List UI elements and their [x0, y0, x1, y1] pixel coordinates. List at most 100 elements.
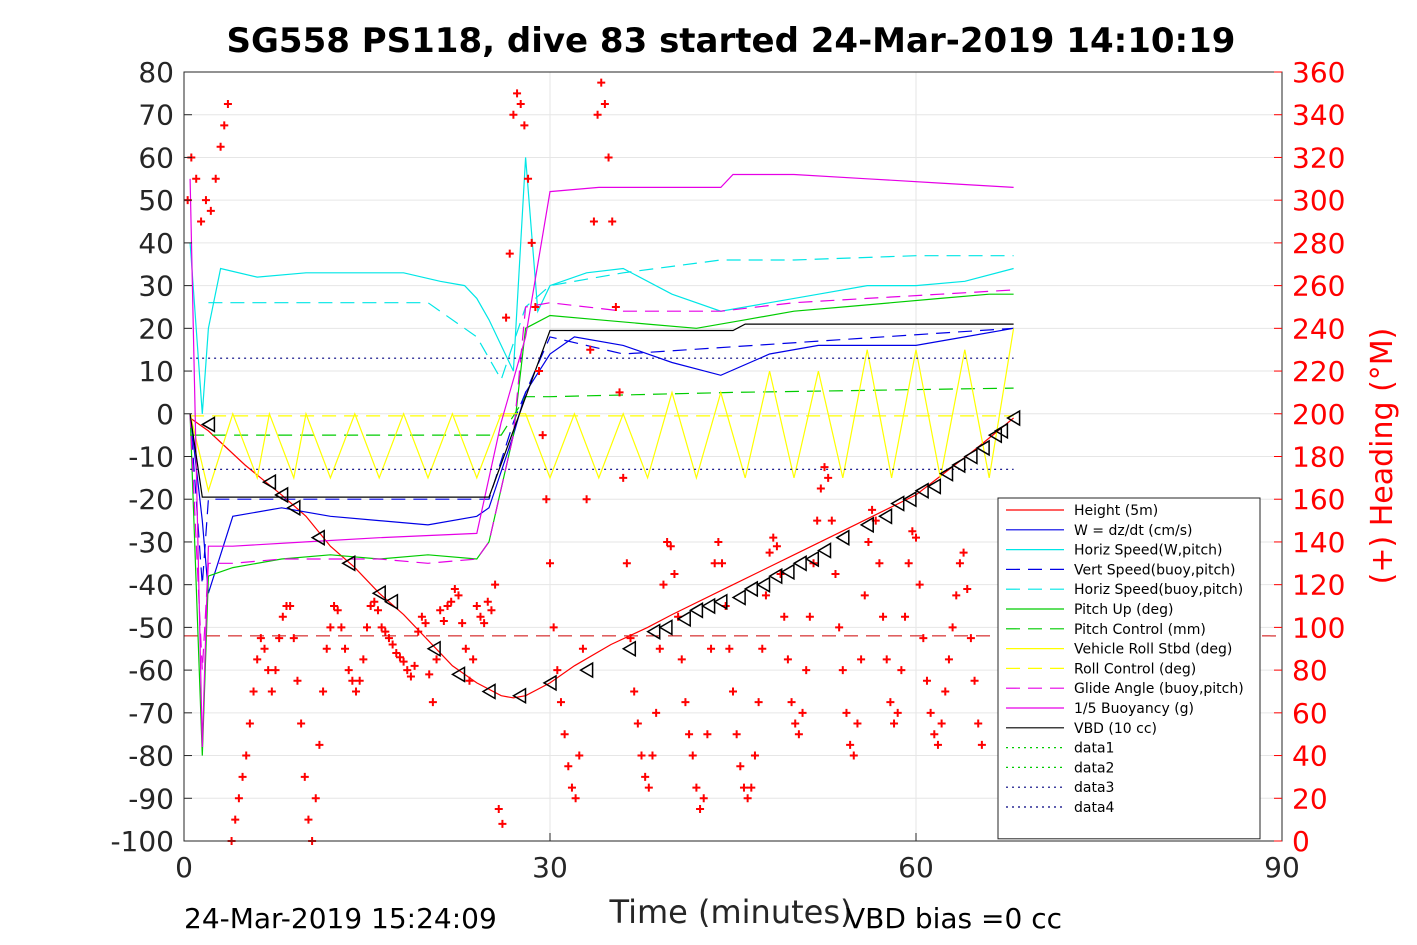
- heading-point: [761, 591, 770, 600]
- depth-marker: [878, 508, 893, 525]
- legend-label: Pitch Control (mm): [1074, 622, 1206, 638]
- y-tick-label: 0: [156, 398, 174, 431]
- y-tick-label: -60: [128, 654, 174, 687]
- heading-point: [399, 657, 408, 666]
- heading-point: [392, 649, 401, 658]
- heading-point: [264, 666, 273, 675]
- heading-point: [860, 591, 869, 600]
- heading-point: [469, 655, 478, 664]
- heading-point: [663, 537, 672, 546]
- right-tick-label: 240: [1292, 312, 1345, 345]
- heading-point: [271, 666, 280, 675]
- heading-point: [491, 580, 500, 589]
- heading-point: [315, 740, 324, 749]
- depth-marker: [890, 495, 905, 512]
- heading-point: [472, 602, 481, 611]
- depth-marker: [286, 499, 301, 517]
- depth-marker: [676, 610, 691, 628]
- right-tick-label: 280: [1292, 227, 1345, 260]
- heading-point: [765, 548, 774, 557]
- heading-point: [278, 612, 287, 621]
- y-tick-label: -80: [128, 740, 174, 773]
- heading-point: [827, 516, 836, 525]
- depth-marker: [1006, 409, 1021, 427]
- heading-point: [648, 751, 657, 760]
- heading-point: [787, 698, 796, 707]
- right-tick-label: 300: [1292, 184, 1345, 217]
- right-tick-label: 100: [1292, 611, 1345, 644]
- heading-point: [326, 623, 335, 632]
- heading-point: [311, 794, 320, 803]
- depth-marker: [768, 567, 783, 585]
- depth-marker: [713, 593, 728, 611]
- series-line-3: [189, 327, 1014, 585]
- depth-marker: [939, 465, 954, 482]
- heading-point: [776, 569, 785, 578]
- heading-point: [824, 473, 833, 482]
- heading-point: [454, 591, 463, 600]
- heading-point: [626, 634, 635, 643]
- heading-point: [600, 100, 609, 109]
- right-tick-label: 120: [1292, 569, 1345, 602]
- heading-point: [578, 644, 587, 653]
- heading-point: [729, 687, 737, 696]
- depth-marker: [975, 439, 990, 457]
- heading-point: [260, 644, 269, 653]
- y-tick-label: -70: [128, 697, 174, 730]
- right-axis-label: (+) Heading (°M): [1365, 328, 1400, 585]
- heading-point: [703, 730, 712, 739]
- heading-point: [439, 616, 448, 625]
- heading-point: [333, 606, 342, 615]
- depth-marker: [817, 542, 832, 559]
- y-tick-label: 10: [138, 355, 174, 388]
- heading-point: [450, 584, 459, 593]
- heading-point: [974, 719, 983, 728]
- heading-point: [192, 174, 201, 183]
- heading-point: [286, 602, 295, 611]
- depth-marker: [426, 640, 441, 658]
- series-line-2: [189, 157, 1014, 414]
- heading-point: [838, 666, 847, 675]
- heading-point: [216, 142, 225, 151]
- heading-point: [919, 634, 928, 643]
- heading-point: [963, 584, 972, 593]
- heading-point: [864, 537, 873, 546]
- heading-point: [780, 612, 789, 621]
- heading-point: [556, 698, 565, 707]
- heading-point: [531, 302, 540, 311]
- series-line-6: [190, 387, 1014, 436]
- heading-point: [666, 542, 675, 551]
- heading-point: [725, 644, 734, 653]
- depth-marker: [200, 416, 216, 433]
- heading-point: [699, 794, 708, 803]
- heading-point: [714, 537, 723, 546]
- heading-point: [707, 644, 716, 653]
- heading-point: [802, 666, 811, 675]
- heading-point: [330, 602, 339, 611]
- y-tick-label: -100: [110, 825, 174, 858]
- legend-label: 1/5 Buoyancy (g): [1074, 701, 1194, 717]
- heading-point: [879, 612, 888, 621]
- depth-marker: [902, 490, 917, 508]
- heading-point: [743, 794, 752, 803]
- x-axis-ticks: 0 30 60 90: [175, 833, 1300, 884]
- heading-point: [242, 751, 251, 760]
- heading-point: [458, 619, 467, 628]
- legend-label: Roll Control (deg): [1074, 661, 1196, 677]
- heading-point: [373, 606, 382, 615]
- series-line-9: [189, 289, 1014, 671]
- heading-point: [249, 687, 258, 696]
- series-line-0: [189, 417, 1014, 699]
- heading-point: [509, 110, 518, 119]
- heading-point: [359, 655, 368, 664]
- heading-point: [875, 559, 884, 568]
- heading-point: [955, 559, 964, 568]
- y-tick-label: 30: [138, 270, 174, 303]
- depth-marker: [579, 661, 594, 679]
- heading-point: [538, 431, 547, 440]
- heading-point: [692, 783, 701, 792]
- depth-marker: [658, 619, 673, 636]
- heading-point: [622, 559, 631, 568]
- heading-point: [575, 751, 584, 760]
- heading-point: [970, 676, 979, 685]
